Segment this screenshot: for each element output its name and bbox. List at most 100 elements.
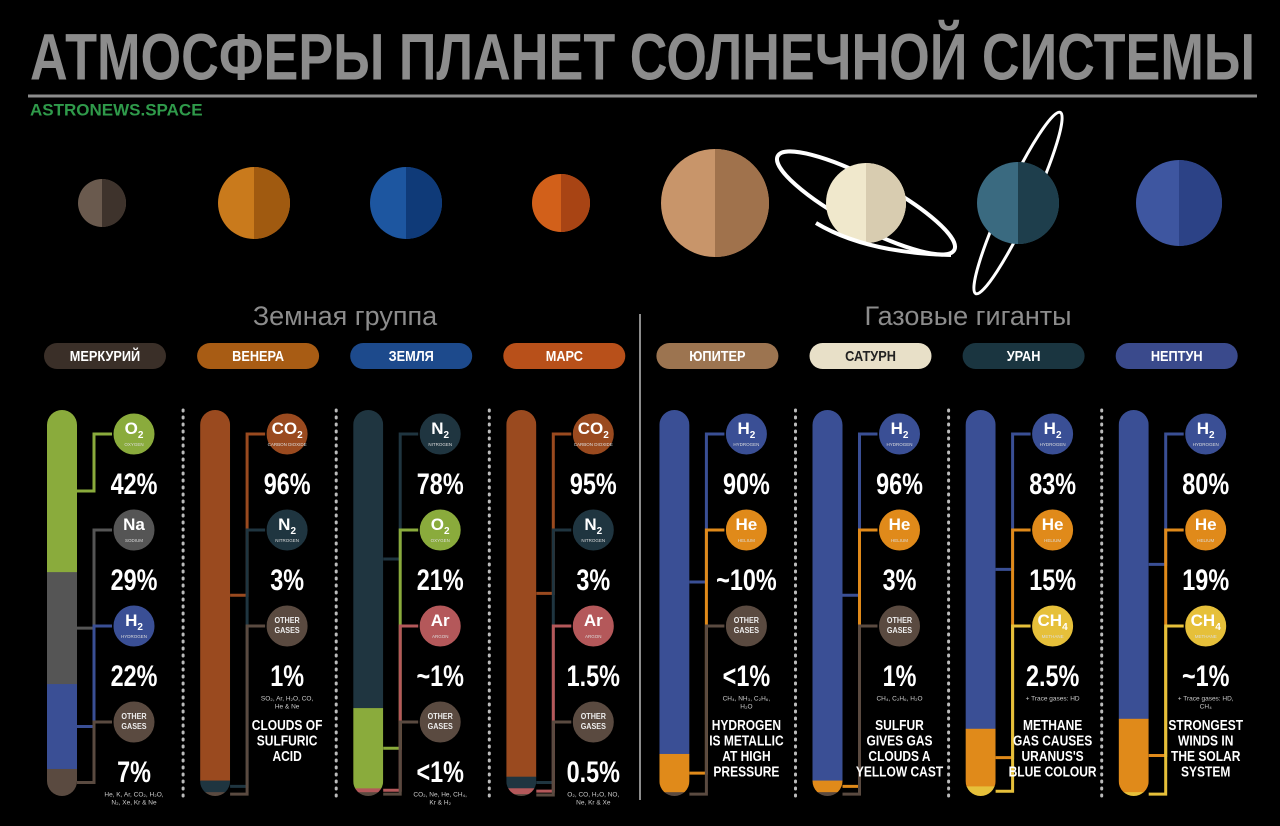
gas-symbol-sub: 2	[137, 622, 143, 633]
gas-name: OTHER	[887, 616, 913, 625]
gas-percent: 22%	[111, 659, 158, 692]
bar-segment	[47, 410, 77, 573]
gas-footnote: Kr & H₂	[429, 800, 451, 807]
bar-segment	[812, 410, 843, 782]
gas-symbol-sub: 4	[1215, 622, 1221, 633]
gas-name: OTHER	[581, 712, 607, 721]
gas-footnote: He, K, Ar, CO₂, H₂O,	[104, 792, 163, 799]
bar-segment	[506, 410, 537, 778]
planet-shade	[406, 167, 442, 239]
planet-label: ВЕНЕРА	[232, 347, 284, 364]
source: ASTRONEWS.SPACE	[30, 100, 203, 119]
composition-bar	[200, 410, 231, 796]
gas-symbol-main: CO	[272, 419, 298, 438]
connector	[230, 432, 266, 597]
connector	[536, 624, 572, 793]
planet-shade	[561, 174, 590, 232]
bar-segment	[506, 788, 537, 795]
connector	[689, 432, 725, 584]
gas-symbol-main: H	[737, 419, 749, 438]
gas-symbol-sub: 2	[597, 526, 603, 537]
gas-symbol: CH4	[1038, 611, 1069, 632]
planet-label: НЕПТУН	[1151, 347, 1203, 364]
gas-symbol: O2	[125, 419, 144, 440]
gas-symbol-main: O	[431, 515, 444, 534]
gas-name: OTHER	[428, 712, 454, 721]
connector	[842, 432, 878, 597]
gas-symbol-sub: 2	[1056, 430, 1062, 441]
composition-bar	[353, 410, 384, 796]
gas-symbol: CO2	[578, 419, 610, 440]
gas-label: NITROGEN	[275, 538, 299, 543]
planet-label-pill	[809, 343, 932, 369]
bar-segment	[812, 792, 843, 796]
gas-percent: 96%	[876, 467, 923, 500]
connector	[77, 432, 112, 493]
gas-percent: ~10%	[716, 563, 777, 596]
gas-circle	[571, 700, 615, 744]
gas-percent: <1%	[416, 755, 464, 788]
gas-symbol: N2	[431, 419, 449, 440]
gas-label: HELIUM	[891, 538, 908, 543]
connector	[77, 624, 112, 729]
gas-name: GASES	[581, 722, 606, 731]
gas-symbol-main: N	[278, 515, 290, 534]
gas-footnote: CH₄	[1200, 704, 1212, 711]
bar-segment	[506, 794, 537, 796]
planet-note: METHANE	[1023, 717, 1082, 734]
bar-segment	[506, 776, 537, 789]
bar-segment	[659, 792, 690, 796]
gas-symbol-sub: 2	[750, 430, 756, 441]
gas-circle	[724, 604, 768, 648]
gas-symbol-main: CH	[1191, 611, 1216, 630]
gas-percent: 95%	[570, 467, 617, 500]
composition-bar	[506, 410, 537, 796]
gas-symbol: H2	[125, 611, 143, 632]
gas-circle	[724, 508, 768, 552]
gas-percent: 1%	[883, 659, 917, 692]
planet-shade	[866, 163, 906, 243]
gas-footnote: H₂O	[740, 704, 752, 711]
gas-circle	[112, 508, 156, 552]
gas-symbol: H2	[1197, 419, 1215, 440]
planet-note: STRONGEST	[1168, 717, 1243, 734]
planet-note: WINDS IN	[1178, 732, 1233, 749]
planet-shade	[1018, 162, 1059, 244]
gas-label: METHANE	[1042, 634, 1064, 639]
gas-footnote: CO₂, Ne, He, CH₄,	[413, 792, 467, 799]
gas-name: OTHER	[274, 616, 300, 625]
connector	[77, 528, 112, 630]
gas-label: ARGON	[585, 634, 602, 639]
gas-symbol-main: H	[1197, 419, 1209, 438]
gas-percent: 80%	[1182, 467, 1229, 500]
bar-segment	[965, 410, 996, 730]
gas-symbol: H2	[737, 419, 755, 440]
planet-note: CLOUDS OF	[252, 717, 323, 734]
planet-label-pill	[656, 343, 779, 369]
gas-label: HYDROGEN	[121, 634, 147, 639]
planet-label-pill	[350, 343, 473, 369]
gas-circle	[1184, 604, 1228, 648]
gas-percent: 21%	[417, 563, 464, 596]
planet-note: SULFURIC	[257, 732, 318, 749]
gas-name: OTHER	[734, 616, 760, 625]
group-label: Земная группа	[253, 301, 438, 331]
gas-symbol-main: He	[889, 515, 911, 534]
planet-label: МЕРКУРИЙ	[70, 346, 140, 364]
planet-note: ACID	[272, 748, 301, 765]
gas-label: NITROGEN	[581, 538, 605, 543]
gas-symbol-main: O	[125, 419, 138, 438]
gas-circle	[878, 412, 921, 456]
connector	[1148, 432, 1184, 566]
connector	[995, 432, 1031, 571]
bar-segment	[47, 684, 77, 770]
gas-circle	[418, 412, 462, 456]
planet-note: GAS CAUSES	[1013, 732, 1092, 749]
gas-circle	[418, 604, 462, 648]
planet-label-pill	[44, 343, 166, 369]
planet-note: IS METALLIC	[709, 732, 784, 749]
gas-circle	[265, 604, 309, 648]
gas-percent: 3%	[883, 563, 917, 596]
planet-note: GIVES GAS	[867, 732, 933, 749]
gas-symbol-main: He	[1042, 515, 1064, 534]
